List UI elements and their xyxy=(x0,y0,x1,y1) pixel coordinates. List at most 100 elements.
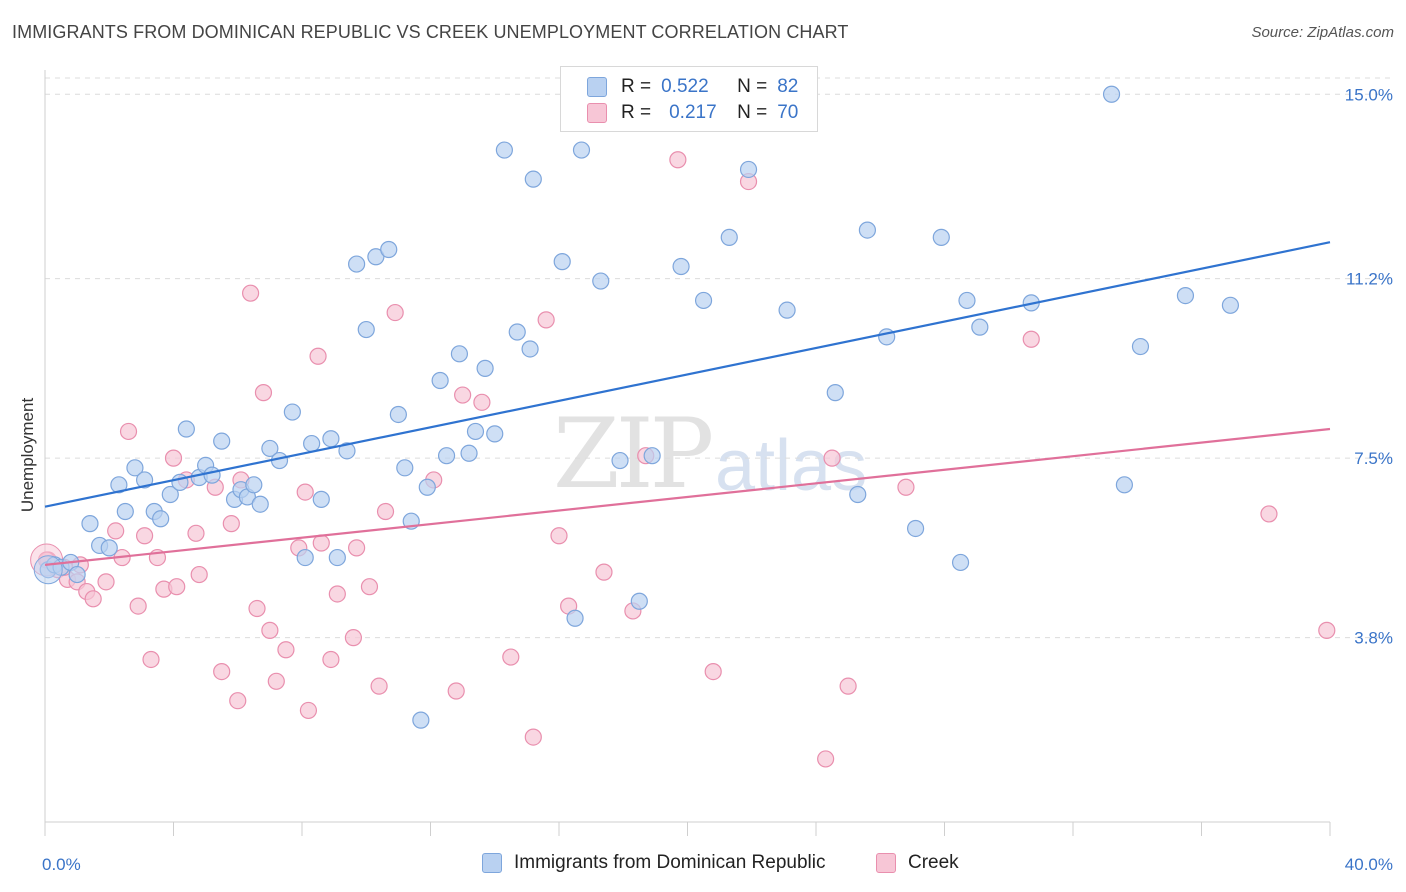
dominican-point xyxy=(572,141,591,159)
creek-point xyxy=(328,585,346,603)
dominican-point xyxy=(348,255,366,273)
creek-points xyxy=(30,85,1336,768)
dominican-point xyxy=(858,221,877,239)
legend-row-dominican: R = 0.522 N = 82 xyxy=(587,75,798,99)
creek-trend-line xyxy=(44,427,1331,566)
creek-point xyxy=(595,563,613,581)
dominican-point xyxy=(778,301,796,319)
creek-point xyxy=(348,539,366,557)
creek-point xyxy=(839,677,857,695)
dominican-point xyxy=(338,442,356,460)
dominican-point xyxy=(476,359,494,377)
bottom-legend-dominican: Immigrants from Dominican Republic xyxy=(482,852,826,874)
creek-point xyxy=(213,662,231,681)
creek-point xyxy=(376,502,395,521)
creek-point xyxy=(242,284,260,302)
creek-point xyxy=(524,728,542,746)
dominican-point xyxy=(592,272,610,290)
dominican-point xyxy=(951,553,970,572)
dominican-point xyxy=(303,434,321,453)
dominican-point xyxy=(508,323,526,341)
dominican-point xyxy=(367,248,385,266)
creek-point xyxy=(277,641,295,659)
creek-point xyxy=(1318,621,1336,639)
creek-point xyxy=(229,692,247,710)
creek-point xyxy=(296,483,314,501)
creek-point xyxy=(164,449,183,467)
creek-point xyxy=(370,677,388,695)
axes xyxy=(44,70,1331,836)
dominican-point xyxy=(495,141,513,159)
dominican-point xyxy=(1221,296,1240,314)
creek-point xyxy=(254,384,273,402)
creek-point xyxy=(107,522,125,540)
creek-point xyxy=(1260,505,1278,523)
dominican-point xyxy=(110,476,128,494)
creek-point xyxy=(817,750,835,768)
legend-n-value: 82 xyxy=(777,76,799,97)
creek-point xyxy=(119,422,138,441)
dominican-point xyxy=(245,476,263,494)
legend-r-label: R = xyxy=(621,76,652,97)
dominican-point xyxy=(486,425,504,443)
legend-n-label: N = xyxy=(737,102,768,123)
dominican-point xyxy=(135,471,154,489)
dominican-point xyxy=(116,502,134,521)
creek-point xyxy=(502,648,520,666)
creek-point xyxy=(309,347,327,365)
dominican-point xyxy=(739,160,758,179)
chart-title: IMMIGRANTS FROM DOMINICAN REPUBLIC VS CR… xyxy=(12,22,849,42)
dominican-point xyxy=(450,345,469,363)
y-tick-label: 15.0% xyxy=(1345,85,1393,104)
dominican-point xyxy=(68,565,86,584)
creek-point xyxy=(704,662,722,681)
dominican-point xyxy=(312,490,330,508)
dominican-point xyxy=(971,318,989,336)
dominican-point xyxy=(380,240,398,259)
dominican-point xyxy=(643,447,661,465)
y-tick-label: 7.5% xyxy=(1354,449,1393,468)
dominican-point xyxy=(161,485,179,504)
legend-r-label: R = xyxy=(621,102,652,123)
dominican-point xyxy=(1131,337,1150,356)
dominican-point xyxy=(958,291,976,310)
creek-point xyxy=(823,449,841,467)
dominican-point xyxy=(418,478,436,496)
dominican-point xyxy=(203,466,221,484)
creek-point xyxy=(142,650,160,669)
bottom-legend-swatch-blue xyxy=(482,853,502,873)
creek-point xyxy=(168,578,186,596)
dominican-point xyxy=(437,447,456,465)
bottom-legend-label-dominican: Immigrants from Dominican Republic xyxy=(514,852,826,873)
legend-row-creek: R = 0.217 N = 70 xyxy=(587,101,798,125)
source-label: Source: ZipAtlas.com xyxy=(1251,24,1394,41)
dominican-point xyxy=(849,485,867,504)
dominican-point xyxy=(283,403,301,421)
tick-labels: 3.8% 7.5% 11.2% 15.0% 0.0% 40.0% xyxy=(42,85,1393,874)
dominican-point xyxy=(431,371,449,390)
creek-point xyxy=(360,578,379,596)
dominican-point xyxy=(152,510,170,528)
creek-point xyxy=(550,527,568,545)
legend-swatch-blue xyxy=(587,77,607,97)
dominican-point xyxy=(1102,85,1121,103)
dominican-point xyxy=(412,711,430,729)
dominican-point xyxy=(396,459,414,477)
bottom-legend-swatch-pink xyxy=(876,853,896,873)
dominican-point xyxy=(1115,476,1134,494)
dominican-point xyxy=(566,609,584,627)
creek-point xyxy=(299,701,318,720)
dominican-point xyxy=(328,548,346,567)
dominican-point xyxy=(524,170,542,188)
creek-point xyxy=(129,597,147,615)
dominican-point xyxy=(460,444,478,462)
legend-n-value: 70 xyxy=(777,102,799,123)
creek-point xyxy=(84,590,102,608)
dominican-point xyxy=(1176,287,1195,305)
dominican-point xyxy=(694,291,713,310)
creek-point xyxy=(344,629,362,647)
dominican-point xyxy=(720,228,738,246)
dominican-point xyxy=(932,228,950,246)
dominican-point xyxy=(389,405,407,424)
